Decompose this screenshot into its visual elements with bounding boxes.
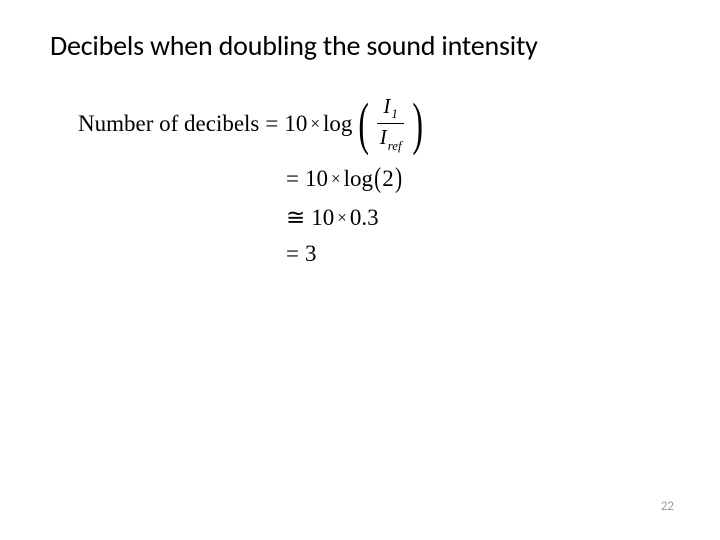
left-paren: ( xyxy=(374,163,381,195)
numerator-sub: 1 xyxy=(391,106,398,121)
times-sign: × xyxy=(310,114,320,134)
equation-block: Number of decibels = 10 × log ( I1 Iref xyxy=(78,95,670,267)
log-function: log xyxy=(344,166,373,192)
numerator-var: I xyxy=(383,94,390,118)
equation-line-1: Number of decibels = 10 × log ( I1 Iref xyxy=(78,95,670,153)
equation-rhs-1: 10 × log ( I1 Iref ) xyxy=(284,95,427,153)
equals-sign: = xyxy=(265,111,278,137)
equation-line-3: ≅ 10 × 0.3 xyxy=(286,205,670,231)
fraction-numerator: I1 xyxy=(377,95,404,124)
slide-container: Decibels when doubling the sound intensi… xyxy=(0,0,720,540)
left-paren: ( xyxy=(359,101,370,147)
coefficient: 10 xyxy=(305,166,328,192)
right-paren: ) xyxy=(395,163,402,195)
fraction-group: ( I1 Iref ) xyxy=(354,95,427,153)
times-sign: × xyxy=(337,208,347,228)
continuation-rows: = 10 × log ( 2 ) ≅ 10 × 0.3 = 3 xyxy=(286,163,670,267)
equals-sign: = xyxy=(286,166,299,192)
page-number: 22 xyxy=(661,499,674,514)
coefficient: 10 xyxy=(311,205,334,231)
right-paren: ) xyxy=(412,101,423,147)
fraction: I1 Iref xyxy=(376,95,406,153)
denominator-sub: ref xyxy=(388,138,402,153)
equals-sign: = xyxy=(286,241,299,267)
log-value: 0.3 xyxy=(350,205,379,231)
equation-line-2: = 10 × log ( 2 ) xyxy=(286,163,670,195)
equation-line-4: = 3 xyxy=(286,241,670,267)
denominator-var: I xyxy=(380,125,387,149)
slide-title: Decibels when doubling the sound intensi… xyxy=(50,28,670,63)
times-sign: × xyxy=(331,169,341,189)
fraction-denominator: Iref xyxy=(376,124,406,152)
equation-label: Number of decibels xyxy=(78,111,259,137)
approx-sign: ≅ xyxy=(286,205,305,231)
log-argument: 2 xyxy=(382,166,394,192)
result-value: 3 xyxy=(305,241,317,267)
log-function: log xyxy=(323,111,352,137)
coefficient: 10 xyxy=(284,111,307,137)
